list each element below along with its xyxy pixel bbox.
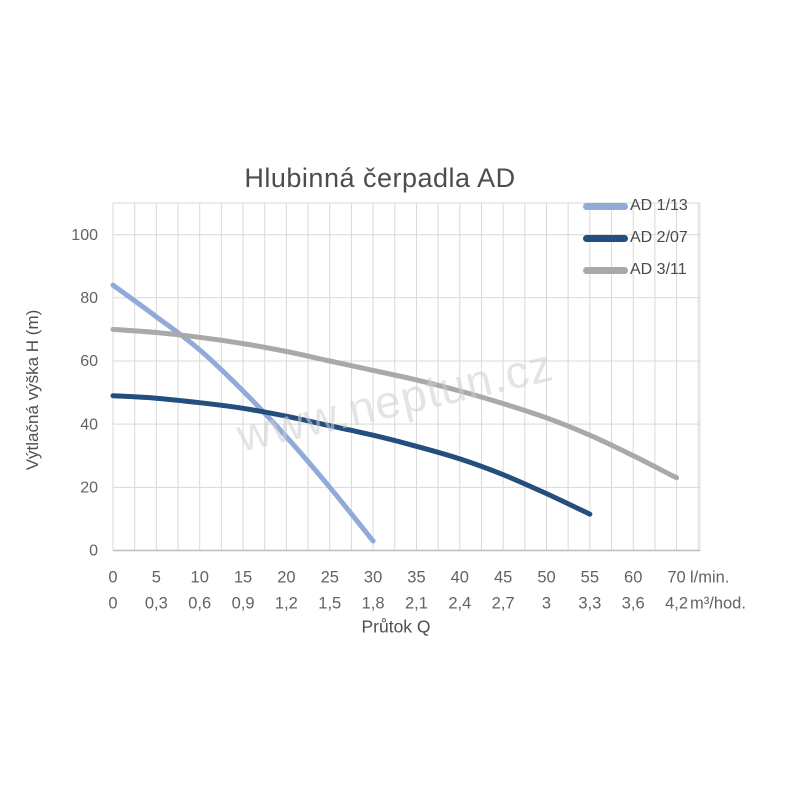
svg-text:0: 0 <box>108 594 117 612</box>
svg-text:2,4: 2,4 <box>448 594 471 612</box>
legend-line-swatch <box>583 266 628 274</box>
x-axis-title: Průtok Q <box>361 616 431 637</box>
svg-text:3,3: 3,3 <box>578 594 601 612</box>
svg-text:10: 10 <box>191 568 209 586</box>
svg-text:15: 15 <box>234 568 252 586</box>
y-axis-title: Výtlačná výška H (m) <box>23 309 42 471</box>
legend-label: AD 2/07 <box>630 229 688 246</box>
svg-text:60: 60 <box>624 568 642 586</box>
svg-text:45: 45 <box>494 568 512 586</box>
svg-text:2,1: 2,1 <box>405 594 428 612</box>
svg-text:3: 3 <box>542 594 551 612</box>
legend-label: AD 1/13 <box>630 197 688 214</box>
svg-text:3,6: 3,6 <box>622 594 645 612</box>
svg-text:80: 80 <box>80 290 98 307</box>
svg-text:40: 40 <box>80 416 98 433</box>
svg-text:4,2: 4,2 <box>665 594 688 612</box>
legend-line-swatch <box>583 234 628 242</box>
svg-text:2,7: 2,7 <box>492 594 515 612</box>
chart-legend: AD 1/13 AD 2/07 AD 3/11 <box>583 196 688 280</box>
svg-text:m³/hod.: m³/hod. <box>690 594 746 612</box>
svg-text:25: 25 <box>321 568 339 586</box>
legend-line-swatch <box>583 202 628 210</box>
svg-text:55: 55 <box>581 568 599 586</box>
svg-text:20: 20 <box>80 480 98 497</box>
svg-text:35: 35 <box>407 568 425 586</box>
svg-text:0,3: 0,3 <box>145 594 168 612</box>
svg-text:30: 30 <box>364 568 382 586</box>
svg-text:1,2: 1,2 <box>275 594 298 612</box>
legend-label: AD 3/11 <box>630 261 687 278</box>
legend-item-ad-3-11: AD 3/11 <box>583 260 688 280</box>
svg-text:0,9: 0,9 <box>232 594 255 612</box>
svg-text:1,8: 1,8 <box>362 594 385 612</box>
legend-item-ad-2-07: AD 2/07 <box>583 228 688 248</box>
chart-title: Hlubinná čerpadla AD <box>244 163 516 193</box>
svg-text:40: 40 <box>451 568 469 586</box>
legend-item-ad-1-13: AD 1/13 <box>583 196 688 216</box>
svg-text:0,6: 0,6 <box>188 594 211 612</box>
svg-text:l/min.: l/min. <box>690 568 729 586</box>
svg-text:20: 20 <box>277 568 295 586</box>
svg-text:50: 50 <box>537 568 555 586</box>
svg-text:100: 100 <box>71 227 98 244</box>
svg-text:0: 0 <box>108 568 117 586</box>
svg-text:1,5: 1,5 <box>318 594 341 612</box>
svg-text:60: 60 <box>80 353 98 370</box>
svg-text:5: 5 <box>152 568 161 586</box>
svg-text:0: 0 <box>89 543 98 560</box>
svg-text:70: 70 <box>667 568 685 586</box>
